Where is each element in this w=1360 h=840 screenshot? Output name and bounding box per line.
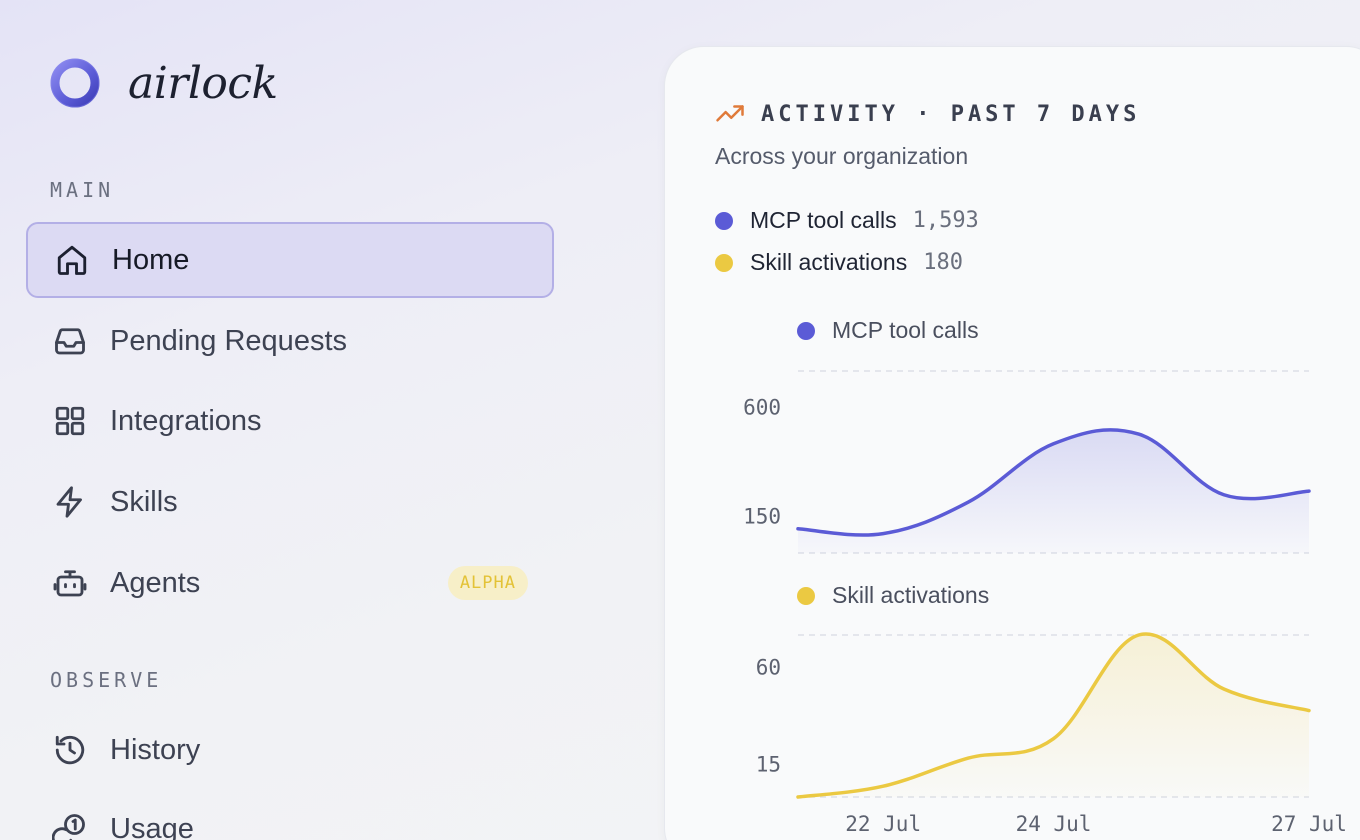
- sidebar-item-label: Skills: [110, 485, 178, 518]
- card-header: ACTIVITY · PAST 7 DAYS: [715, 99, 1140, 129]
- y-tick-label: 600: [743, 395, 781, 419]
- sidebar-item-label: Usage: [110, 812, 194, 840]
- legend-name: Skill activations: [750, 249, 908, 275]
- grid-icon: [52, 403, 88, 439]
- trending-up-icon: [716, 105, 744, 122]
- legend-count: 1,593: [912, 208, 979, 233]
- sidebar-item-agents[interactable]: Agents ALPHA: [26, 545, 554, 621]
- legend-dot: [715, 211, 733, 230]
- legend-dot: [715, 253, 733, 272]
- inbox-icon: [52, 323, 88, 359]
- section-label-observe: OBSERVE: [50, 668, 163, 692]
- sidebar-item-skills[interactable]: Skills: [26, 464, 554, 540]
- brand-name: airlock: [128, 57, 278, 109]
- y-tick-label: 150: [743, 505, 781, 529]
- legend-name: MCP tool calls: [750, 207, 897, 233]
- brand[interactable]: airlock: [48, 56, 278, 110]
- sidebar-item-integrations[interactable]: Integrations: [26, 383, 554, 459]
- x-tick-label: 27 Jul: [1271, 812, 1347, 836]
- x-tick-label: 24 Jul: [1016, 812, 1092, 836]
- activity-card: ACTIVITY · PAST 7 DAYS Across your organ…: [664, 46, 1360, 840]
- legend-count: 180: [923, 250, 963, 275]
- series-dot: [797, 587, 815, 605]
- legend-item-mcp: MCP tool calls 1,593: [715, 207, 979, 234]
- series-title: MCP tool calls: [832, 317, 979, 343]
- activity-charts: MCP tool calls 150 600 Skill activations 15 6…: [743, 317, 1347, 836]
- series-title: Skill activations: [832, 582, 989, 608]
- sidebar-item-home[interactable]: Home: [26, 222, 554, 298]
- section-label-main: MAIN: [50, 178, 115, 202]
- lightning-icon: [52, 484, 88, 520]
- series-line: [796, 428, 1311, 537]
- robot-icon: [52, 565, 88, 601]
- history-icon: [52, 732, 88, 768]
- card-subtitle: Across your organization: [715, 143, 969, 169]
- sidebar-item-label: History: [110, 733, 201, 766]
- ring-logo-icon: [50, 58, 100, 108]
- sidebar-item-label: Integrations: [110, 404, 262, 437]
- y-tick-label: 15: [756, 753, 781, 777]
- sidebar-item-history[interactable]: History: [26, 712, 554, 788]
- card-title: ACTIVITY · PAST 7 DAYS: [761, 101, 1141, 127]
- sidebar-item-label: Home: [112, 243, 190, 276]
- sidebar-item-label: Agents: [110, 566, 201, 599]
- y-tick-label: 60: [756, 655, 781, 679]
- sidebar-item-label: Pending Requests: [110, 324, 347, 357]
- alpha-badge: ALPHA: [447, 566, 528, 600]
- sidebar-item-pending-requests[interactable]: Pending Requests: [26, 303, 554, 379]
- series-dot: [797, 322, 815, 340]
- x-tick-label: 22 Jul: [845, 812, 921, 836]
- home-icon: [54, 242, 90, 278]
- usage-icon: [52, 811, 88, 840]
- sidebar-item-usage[interactable]: Usage: [26, 791, 554, 840]
- legend-item-skill: Skill activations 180: [715, 249, 963, 276]
- series-line: [796, 632, 1311, 799]
- series-area: [798, 633, 1309, 797]
